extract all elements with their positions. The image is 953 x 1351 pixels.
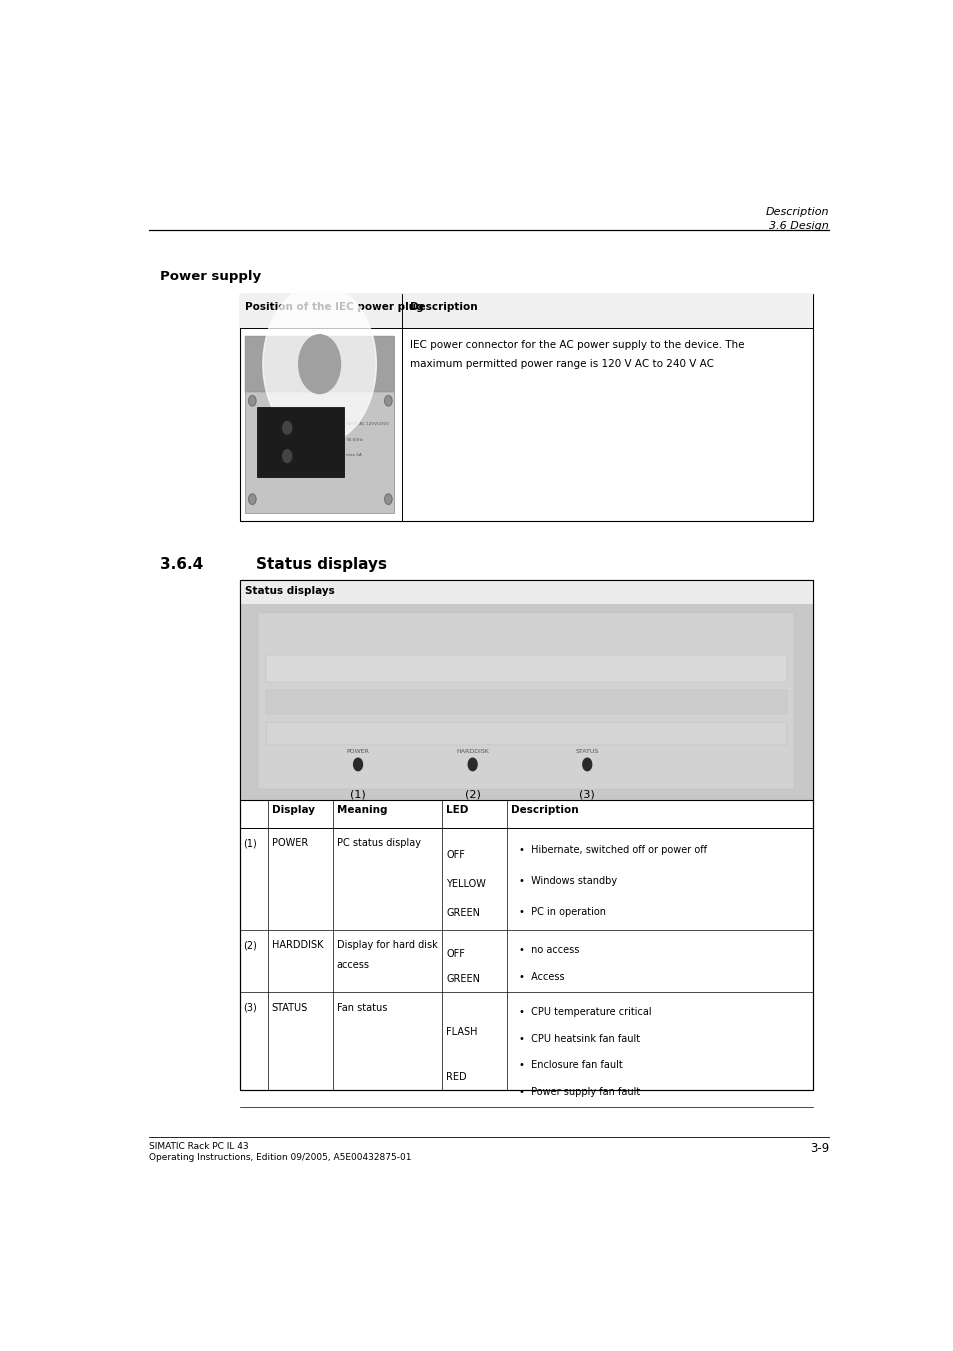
Text: INPUT AC 120V/230V: INPUT AC 120V/230V (346, 422, 389, 426)
Text: YELLOW: YELLOW (446, 880, 485, 889)
Circle shape (384, 494, 392, 504)
Text: OFF: OFF (446, 850, 464, 859)
Bar (256, 407, 343, 477)
Text: •  no access: • no access (518, 944, 579, 955)
Text: 50-60Hz: 50-60Hz (346, 438, 363, 442)
Circle shape (298, 335, 340, 393)
Text: Description: Description (410, 301, 476, 312)
Bar (239, 581, 812, 604)
Text: •  PC in operation: • PC in operation (518, 907, 605, 917)
Bar (239, 295, 812, 521)
Text: IEC power connector for the AC power supply to the device. The: IEC power connector for the AC power sup… (410, 340, 743, 350)
Text: STATUS: STATUS (272, 1002, 308, 1013)
Text: OFF: OFF (446, 948, 464, 959)
Circle shape (263, 284, 376, 444)
Text: Status displays: Status displays (245, 585, 335, 596)
Text: LED: LED (446, 805, 468, 815)
Bar (239, 295, 812, 327)
Text: •  CPU heatsink fan fault: • CPU heatsink fan fault (518, 1034, 639, 1043)
Bar (265, 655, 786, 682)
Bar (239, 604, 812, 800)
Bar (258, 612, 794, 789)
Text: PC status display: PC status display (336, 838, 420, 848)
Text: (3): (3) (578, 789, 595, 800)
Circle shape (582, 758, 591, 770)
Circle shape (249, 494, 255, 504)
Bar (239, 581, 812, 1090)
Text: Description: Description (511, 805, 578, 815)
Text: max 6A: max 6A (346, 454, 362, 457)
Text: Position of the IEC power plug: Position of the IEC power plug (245, 301, 423, 312)
Circle shape (282, 450, 292, 462)
Text: •  Windows standby: • Windows standby (518, 875, 617, 886)
Text: (1): (1) (242, 838, 256, 848)
Text: HARDDISK: HARDDISK (456, 748, 489, 754)
Text: POWER: POWER (272, 838, 308, 848)
Text: POWER: POWER (346, 748, 369, 754)
Text: •  Access: • Access (518, 971, 564, 982)
Bar (265, 721, 786, 744)
Circle shape (384, 396, 392, 405)
Text: •  CPU temperature critical: • CPU temperature critical (518, 1006, 651, 1017)
Text: Operating Instructions, Edition 09/2005, A5E00432875-01: Operating Instructions, Edition 09/2005,… (149, 1154, 411, 1162)
Text: Display: Display (272, 805, 314, 815)
Text: (2): (2) (464, 789, 480, 800)
Circle shape (468, 758, 476, 770)
Bar (239, 581, 812, 1090)
Text: Power supply: Power supply (160, 270, 261, 284)
Text: HARDDISK: HARDDISK (272, 940, 323, 950)
Text: access: access (336, 961, 369, 970)
Text: 3.6 Design: 3.6 Design (768, 222, 828, 231)
Text: STATUS: STATUS (575, 748, 598, 754)
Text: (2): (2) (242, 940, 256, 950)
Text: Display for hard disk: Display for hard disk (336, 940, 436, 950)
Text: Status displays: Status displays (255, 558, 387, 573)
Text: FLASH: FLASH (446, 1027, 477, 1036)
Text: maximum permitted power range is 120 V AC to 240 V AC: maximum permitted power range is 120 V A… (410, 359, 713, 369)
Text: GREEN: GREEN (446, 974, 479, 984)
Text: Meaning: Meaning (336, 805, 387, 815)
Text: •  Enclosure fan fault: • Enclosure fan fault (518, 1061, 622, 1070)
Text: 3.6.4: 3.6.4 (160, 558, 203, 573)
Bar (245, 336, 394, 392)
Text: RED: RED (446, 1073, 466, 1082)
Text: SIMATIC Rack PC IL 43: SIMATIC Rack PC IL 43 (149, 1142, 248, 1151)
Text: •  Hibernate, switched off or power off: • Hibernate, switched off or power off (518, 844, 706, 855)
Text: (3): (3) (242, 1002, 256, 1013)
Text: •  Power supply fan fault: • Power supply fan fault (518, 1086, 639, 1097)
Circle shape (282, 422, 292, 434)
Circle shape (249, 396, 255, 405)
Circle shape (354, 758, 362, 770)
Text: GREEN: GREEN (446, 908, 479, 917)
Text: 3-9: 3-9 (809, 1142, 828, 1155)
Bar (245, 336, 394, 512)
Text: (1): (1) (350, 789, 366, 800)
Text: Description: Description (764, 207, 828, 218)
Bar (265, 690, 786, 713)
Text: Fan status: Fan status (336, 1002, 387, 1013)
